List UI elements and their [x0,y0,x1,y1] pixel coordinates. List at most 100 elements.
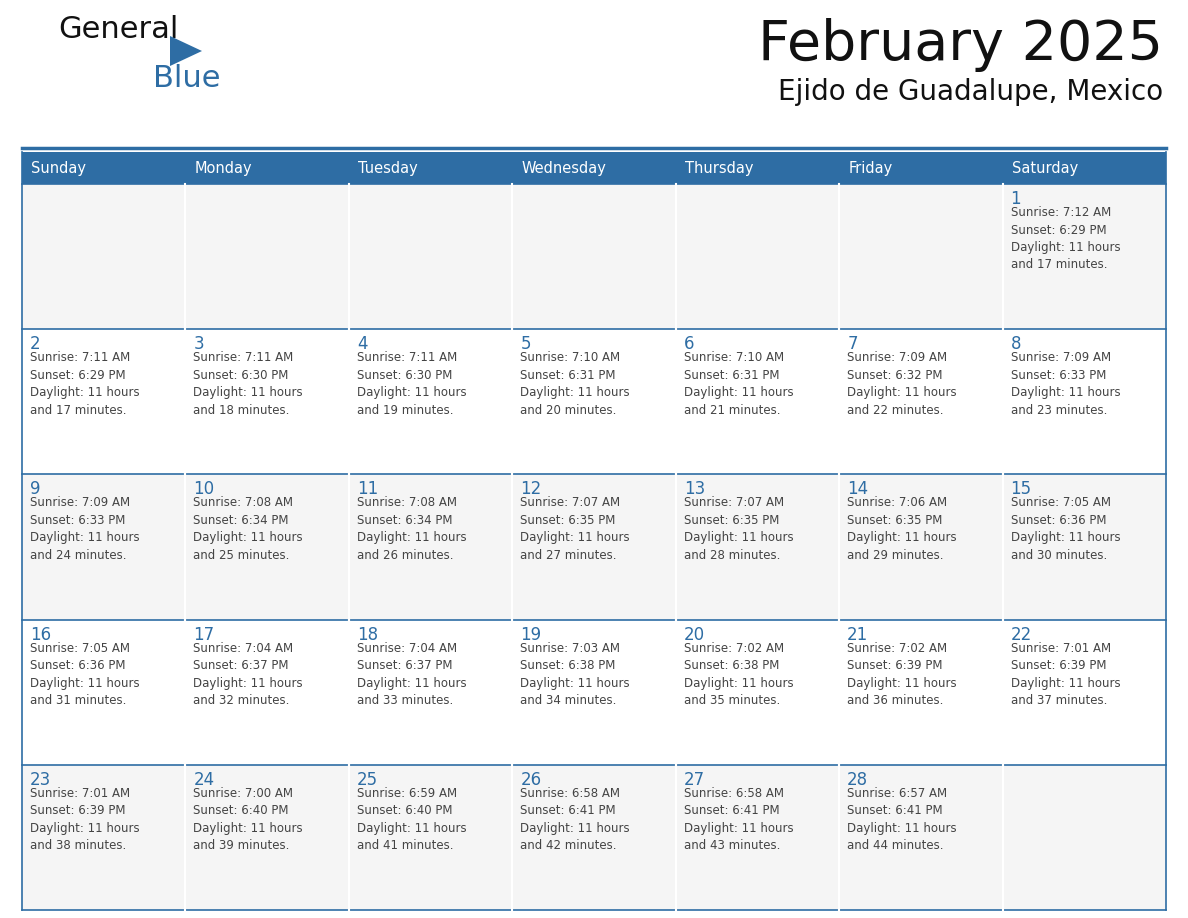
Text: 11: 11 [356,480,378,498]
Text: Sunrise: 7:08 AM
Sunset: 6:34 PM
Daylight: 11 hours
and 26 minutes.: Sunrise: 7:08 AM Sunset: 6:34 PM Dayligh… [356,497,467,562]
Text: Sunrise: 7:04 AM
Sunset: 6:37 PM
Daylight: 11 hours
and 32 minutes.: Sunrise: 7:04 AM Sunset: 6:37 PM Dayligh… [194,642,303,707]
Bar [839,152,1003,184]
Bar [1003,475,1165,620]
Text: Sunrise: 7:09 AM
Sunset: 6:33 PM
Daylight: 11 hours
and 24 minutes.: Sunrise: 7:09 AM Sunset: 6:33 PM Dayligh… [30,497,140,562]
Bar [185,184,349,330]
Text: Sunrise: 7:08 AM
Sunset: 6:34 PM
Daylight: 11 hours
and 25 minutes.: Sunrise: 7:08 AM Sunset: 6:34 PM Dayligh… [194,497,303,562]
Text: 14: 14 [847,480,868,498]
Text: Sunrise: 7:01 AM
Sunset: 6:39 PM
Daylight: 11 hours
and 38 minutes.: Sunrise: 7:01 AM Sunset: 6:39 PM Dayligh… [30,787,140,852]
Text: 26: 26 [520,771,542,789]
Text: 25: 25 [356,771,378,789]
Text: Sunrise: 7:06 AM
Sunset: 6:35 PM
Daylight: 11 hours
and 29 minutes.: Sunrise: 7:06 AM Sunset: 6:35 PM Dayligh… [847,497,956,562]
Text: Sunrise: 7:11 AM
Sunset: 6:29 PM
Daylight: 11 hours
and 17 minutes.: Sunrise: 7:11 AM Sunset: 6:29 PM Dayligh… [30,352,140,417]
Text: Sunrise: 7:04 AM
Sunset: 6:37 PM
Daylight: 11 hours
and 33 minutes.: Sunrise: 7:04 AM Sunset: 6:37 PM Dayligh… [356,642,467,707]
Text: 13: 13 [684,480,704,498]
Text: 22: 22 [1011,625,1032,644]
Text: Sunrise: 7:07 AM
Sunset: 6:35 PM
Daylight: 11 hours
and 27 minutes.: Sunrise: 7:07 AM Sunset: 6:35 PM Dayligh… [520,497,630,562]
Bar [839,765,1003,910]
Bar [349,620,512,765]
Text: Sunrise: 7:01 AM
Sunset: 6:39 PM
Daylight: 11 hours
and 37 minutes.: Sunrise: 7:01 AM Sunset: 6:39 PM Dayligh… [1011,642,1120,707]
Text: 18: 18 [356,625,378,644]
Text: 12: 12 [520,480,542,498]
Bar [1003,765,1165,910]
Text: Sunrise: 7:00 AM
Sunset: 6:40 PM
Daylight: 11 hours
and 39 minutes.: Sunrise: 7:00 AM Sunset: 6:40 PM Dayligh… [194,787,303,852]
Bar [23,184,185,330]
Bar [349,330,512,475]
Bar [676,475,839,620]
Bar [512,620,676,765]
Bar [23,620,185,765]
Text: 19: 19 [520,625,542,644]
Text: 16: 16 [30,625,51,644]
Text: 21: 21 [847,625,868,644]
Bar [839,475,1003,620]
Polygon shape [170,36,202,66]
Text: Thursday: Thursday [684,161,753,175]
Bar [23,330,185,475]
Bar [676,620,839,765]
Bar [676,765,839,910]
Bar [839,330,1003,475]
Text: 10: 10 [194,480,215,498]
Text: Sunrise: 7:05 AM
Sunset: 6:36 PM
Daylight: 11 hours
and 31 minutes.: Sunrise: 7:05 AM Sunset: 6:36 PM Dayligh… [30,642,140,707]
Bar [185,620,349,765]
Text: 8: 8 [1011,335,1020,353]
Text: Ejido de Guadalupe, Mexico: Ejido de Guadalupe, Mexico [778,78,1163,106]
Text: Friday: Friday [848,161,892,175]
Bar [349,475,512,620]
Text: 7: 7 [847,335,858,353]
Text: 2: 2 [30,335,40,353]
Text: Sunrise: 6:58 AM
Sunset: 6:41 PM
Daylight: 11 hours
and 42 minutes.: Sunrise: 6:58 AM Sunset: 6:41 PM Dayligh… [520,787,630,852]
Bar [185,475,349,620]
Bar [512,184,676,330]
Text: Sunrise: 7:12 AM
Sunset: 6:29 PM
Daylight: 11 hours
and 17 minutes.: Sunrise: 7:12 AM Sunset: 6:29 PM Dayligh… [1011,206,1120,272]
Text: Sunrise: 7:10 AM
Sunset: 6:31 PM
Daylight: 11 hours
and 21 minutes.: Sunrise: 7:10 AM Sunset: 6:31 PM Dayligh… [684,352,794,417]
Bar [512,475,676,620]
Text: Blue: Blue [153,64,221,93]
Text: 1: 1 [1011,190,1022,208]
Text: Sunrise: 7:07 AM
Sunset: 6:35 PM
Daylight: 11 hours
and 28 minutes.: Sunrise: 7:07 AM Sunset: 6:35 PM Dayligh… [684,497,794,562]
Text: Saturday: Saturday [1011,161,1078,175]
Bar [23,152,185,184]
Bar [1003,330,1165,475]
Text: Sunrise: 6:57 AM
Sunset: 6:41 PM
Daylight: 11 hours
and 44 minutes.: Sunrise: 6:57 AM Sunset: 6:41 PM Dayligh… [847,787,956,852]
Bar [185,152,349,184]
Text: 9: 9 [30,480,40,498]
Bar [349,765,512,910]
Bar [349,152,512,184]
Text: 15: 15 [1011,480,1031,498]
Text: Sunrise: 7:09 AM
Sunset: 6:33 PM
Daylight: 11 hours
and 23 minutes.: Sunrise: 7:09 AM Sunset: 6:33 PM Dayligh… [1011,352,1120,417]
Text: Tuesday: Tuesday [358,161,418,175]
Text: February 2025: February 2025 [758,18,1163,72]
Text: 28: 28 [847,771,868,789]
Bar [676,184,839,330]
Bar [512,765,676,910]
Bar [185,330,349,475]
Text: Monday: Monday [195,161,252,175]
Bar [23,765,185,910]
Text: Sunrise: 7:09 AM
Sunset: 6:32 PM
Daylight: 11 hours
and 22 minutes.: Sunrise: 7:09 AM Sunset: 6:32 PM Dayligh… [847,352,956,417]
Text: 20: 20 [684,625,704,644]
Bar [23,475,185,620]
Text: 5: 5 [520,335,531,353]
Text: 23: 23 [30,771,51,789]
Bar [349,184,512,330]
Bar [512,330,676,475]
Text: Sunrise: 7:11 AM
Sunset: 6:30 PM
Daylight: 11 hours
and 18 minutes.: Sunrise: 7:11 AM Sunset: 6:30 PM Dayligh… [194,352,303,417]
Text: 24: 24 [194,771,215,789]
Bar [676,330,839,475]
Text: 3: 3 [194,335,204,353]
Bar [839,620,1003,765]
Bar [1003,620,1165,765]
Bar [1003,184,1165,330]
Text: Sunrise: 7:11 AM
Sunset: 6:30 PM
Daylight: 11 hours
and 19 minutes.: Sunrise: 7:11 AM Sunset: 6:30 PM Dayligh… [356,352,467,417]
Text: 4: 4 [356,335,367,353]
Text: Sunrise: 7:05 AM
Sunset: 6:36 PM
Daylight: 11 hours
and 30 minutes.: Sunrise: 7:05 AM Sunset: 6:36 PM Dayligh… [1011,497,1120,562]
Text: Sunrise: 7:10 AM
Sunset: 6:31 PM
Daylight: 11 hours
and 20 minutes.: Sunrise: 7:10 AM Sunset: 6:31 PM Dayligh… [520,352,630,417]
Bar [839,184,1003,330]
Text: Sunday: Sunday [31,161,86,175]
Text: 6: 6 [684,335,694,353]
Text: 27: 27 [684,771,704,789]
Bar [676,152,839,184]
Text: General: General [58,15,178,44]
